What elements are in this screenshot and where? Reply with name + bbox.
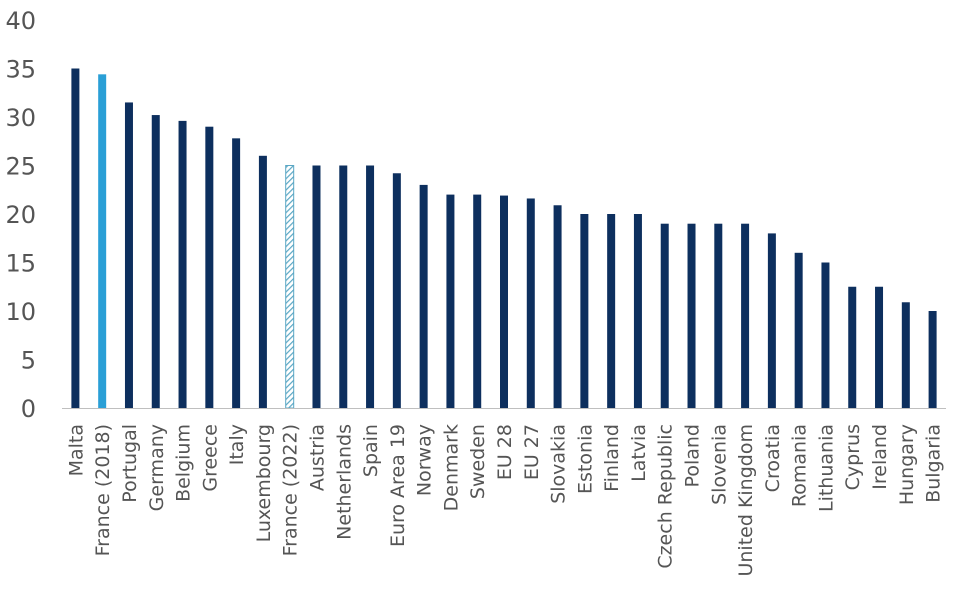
x-tick-label: Euro Area 19 — [387, 424, 409, 547]
bar — [419, 184, 428, 408]
x-tick-label: France (2018) — [92, 424, 114, 556]
x-tick-label: Greece — [199, 424, 221, 492]
y-tick-label: 15 — [5, 250, 36, 278]
bar — [473, 194, 482, 408]
bar — [848, 286, 857, 408]
x-tick-label: EU 28 — [494, 424, 516, 480]
bar — [71, 68, 80, 408]
x-tick-label: Denmark — [440, 424, 462, 511]
y-tick-label: 40 — [5, 7, 36, 35]
bar — [553, 205, 562, 408]
bar — [741, 223, 750, 408]
y-tick-label: 0 — [21, 395, 36, 423]
y-tick-label: 35 — [5, 56, 36, 84]
bar — [714, 223, 723, 408]
bar — [339, 165, 348, 408]
bar — [205, 126, 214, 408]
x-tick-label: Romania — [789, 424, 811, 507]
bars — [71, 68, 937, 409]
x-tick-label: United Kingdom — [735, 424, 757, 577]
bar — [928, 311, 937, 408]
x-tick-label: Cyprus — [842, 424, 864, 490]
y-tick-label: 5 — [21, 347, 36, 375]
x-tick-label: Luxembourg — [253, 424, 275, 542]
bar — [446, 194, 455, 408]
y-tick-label: 25 — [5, 153, 36, 181]
x-tick-label: Malta — [65, 424, 87, 476]
x-tick-label: Latvia — [628, 424, 650, 482]
bar — [98, 74, 107, 408]
x-tick-label: Lithuania — [815, 424, 837, 512]
y-tick-label: 20 — [5, 201, 36, 229]
x-tick-label: Ireland — [869, 424, 891, 490]
bar — [285, 165, 295, 409]
y-axis: 0 5 10 15 20 25 30 35 40 — [5, 7, 36, 423]
bar — [366, 165, 375, 408]
bar — [821, 262, 830, 408]
x-tick-label: EU 27 — [521, 424, 543, 480]
x-tick-label: Hungary — [896, 424, 918, 505]
bar — [258, 155, 267, 408]
bar — [687, 223, 696, 408]
x-tick-label: Netherlands — [333, 424, 355, 540]
x-tick-label: Poland — [682, 424, 704, 487]
x-tick-label: Germany — [146, 424, 168, 511]
x-tick-label: Norway — [414, 424, 436, 496]
bar — [124, 102, 133, 408]
bar — [875, 286, 884, 408]
bar — [660, 223, 669, 408]
x-tick-label: Italy — [226, 424, 248, 465]
bar — [767, 233, 776, 408]
bar — [392, 173, 401, 408]
bar — [580, 214, 589, 408]
bar — [794, 252, 803, 408]
bar — [232, 138, 241, 408]
y-tick-label: 10 — [5, 298, 36, 326]
x-tick-label: Spain — [360, 424, 382, 477]
x-tick-label: Austria — [306, 424, 328, 491]
x-axis-labels: Malta France (2018) Portugal Germany Belgium… — [65, 424, 944, 577]
x-tick-label: Portugal — [119, 424, 141, 503]
x-tick-label: Sweden — [467, 424, 489, 499]
bar — [901, 302, 910, 408]
x-tick-label: Belgium — [173, 424, 195, 502]
bar — [151, 115, 160, 408]
bar — [312, 165, 321, 408]
x-tick-label: Slovenia — [708, 424, 730, 505]
bar — [526, 198, 535, 408]
x-tick-label: Slovakia — [548, 424, 570, 504]
bar — [633, 214, 642, 408]
bar — [500, 195, 508, 408]
x-tick-label: France (2022) — [280, 424, 302, 556]
x-tick-label: Bulgaria — [923, 424, 945, 503]
x-tick-label: Finland — [601, 424, 623, 492]
x-tick-label: Croatia — [762, 424, 784, 492]
x-tick-label: Estonia — [574, 424, 596, 494]
bar — [178, 120, 187, 408]
bar — [607, 214, 616, 408]
x-tick-label: Czech Republic — [655, 424, 677, 569]
y-tick-label: 30 — [5, 104, 36, 132]
